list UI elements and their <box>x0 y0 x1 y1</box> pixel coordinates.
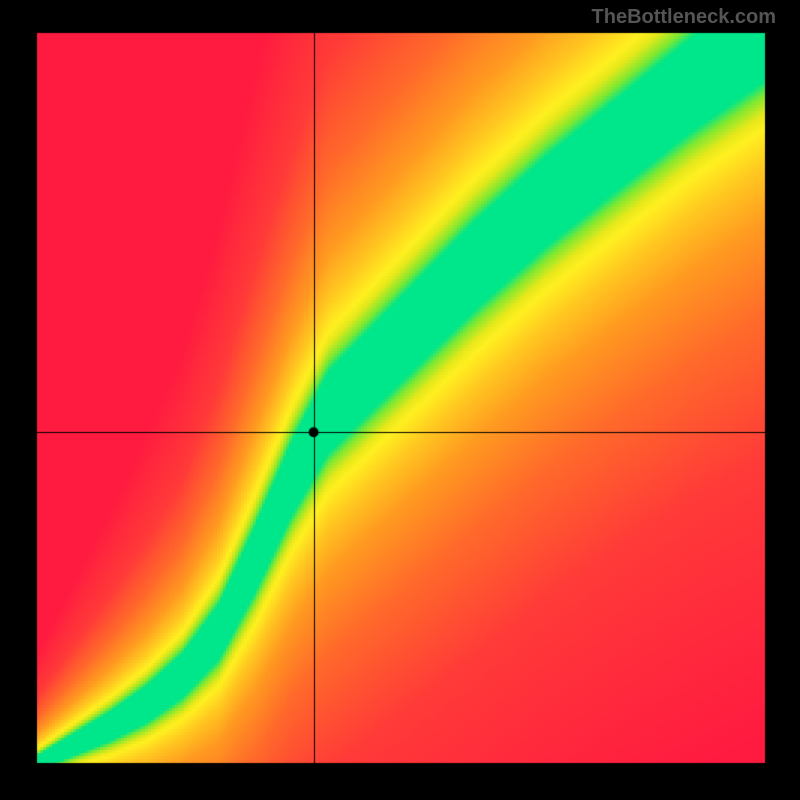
bottleneck-heatmap <box>0 0 800 800</box>
watermark: TheBottleneck.com <box>592 6 776 29</box>
